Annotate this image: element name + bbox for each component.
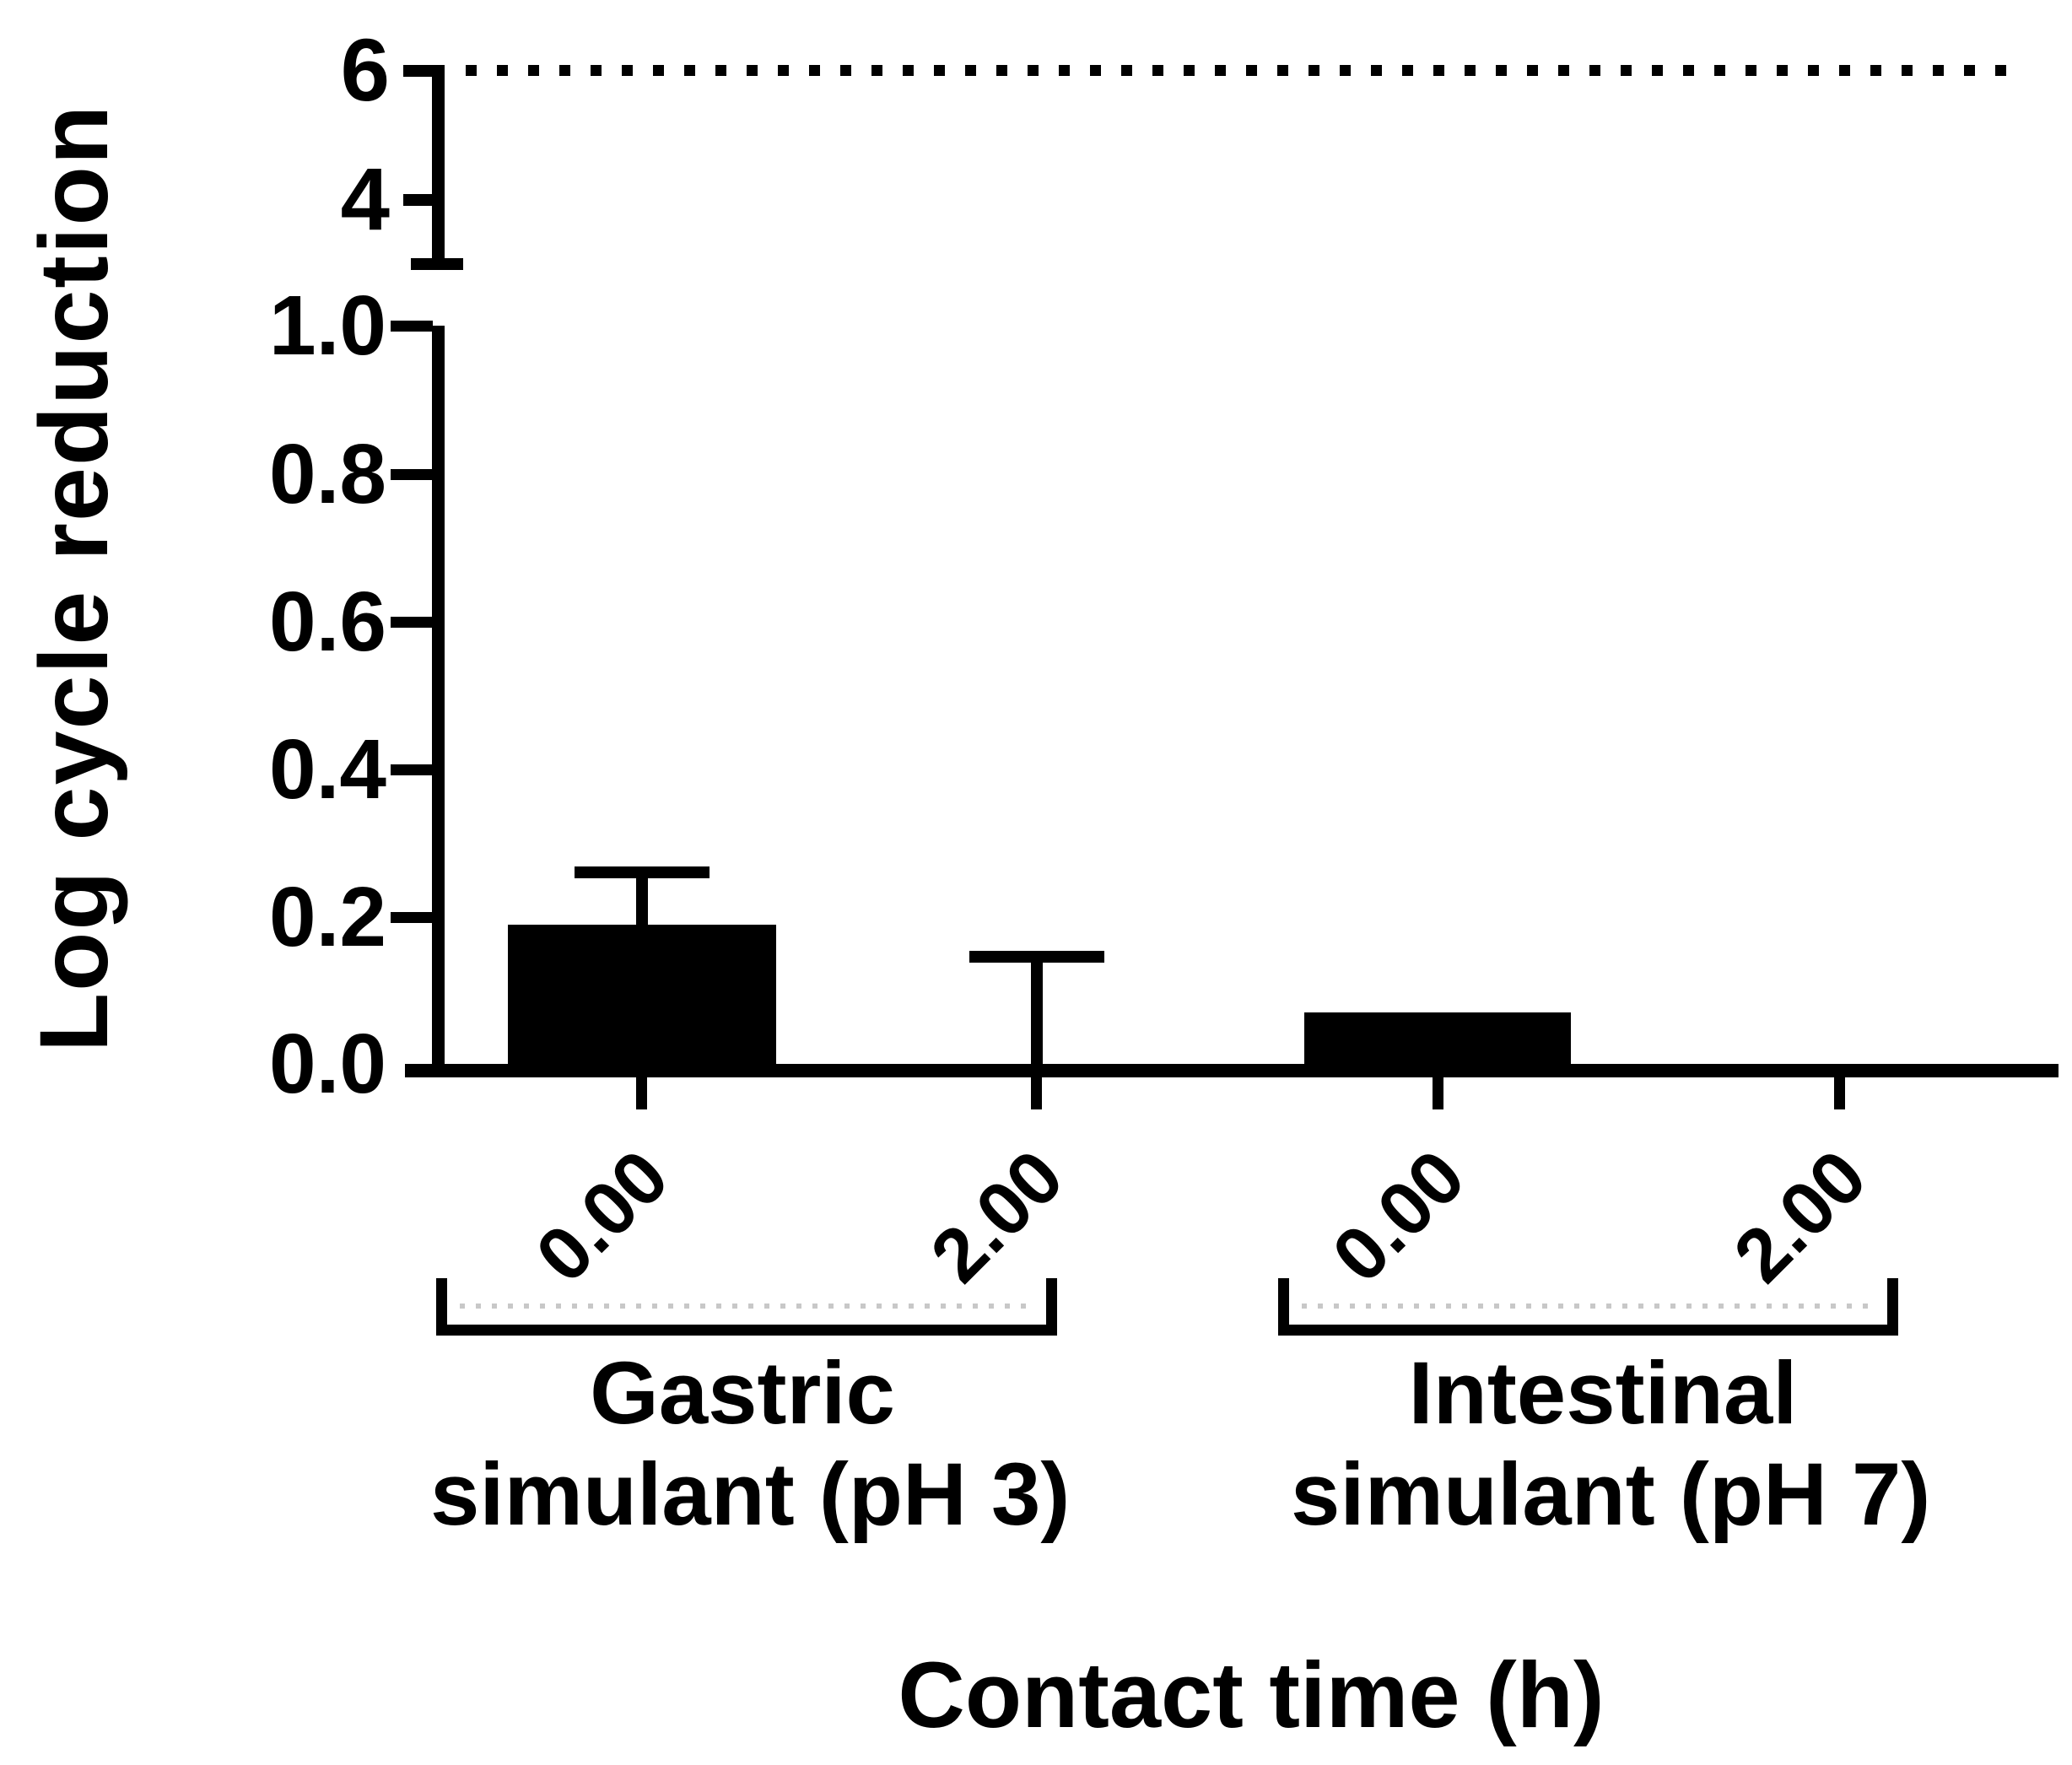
x-tick-intestinal-0h	[1433, 1077, 1443, 1109]
error-bar-gastric-0h-line	[636, 872, 648, 925]
y-axis-tick-label-0.8: 0.8	[268, 427, 386, 521]
x-axis-title: Contact time (h)	[898, 1644, 1605, 1747]
y-axis-tick-0.6	[391, 617, 433, 628]
y-axis-upper-tick-6	[403, 65, 437, 77]
y-axis-tick-label-0.2: 0.2	[268, 870, 386, 964]
group-label-intestinal-line1: Intestinal	[1408, 1344, 1798, 1443]
bracket-gastric	[436, 1325, 1057, 1336]
x-tick-label-intestinal-2h: 2.00	[1718, 1134, 1883, 1299]
bracket-dots-intestinal	[1302, 1304, 1875, 1309]
y-axis-upper-segment	[432, 65, 445, 264]
x-tick-label-gastric-2h: 2.00	[915, 1134, 1080, 1299]
x-tick-label-gastric-0h: 0.00	[520, 1134, 685, 1299]
y-axis-tick-label-1.0: 1.0	[268, 278, 386, 373]
y-axis-tick-0.2	[391, 912, 433, 923]
y-axis-lower-segment	[432, 326, 445, 1077]
x-tick-intestinal-2h	[1834, 1077, 1845, 1109]
bracket-intestinal	[1278, 1325, 1898, 1336]
error-bar-gastric-2h-cap	[969, 951, 1104, 963]
y-axis-tick-0.4	[391, 764, 433, 775]
y-axis-tick-label-0.0: 0.0	[268, 1017, 386, 1111]
y-axis-tick-label-0.4: 0.4	[268, 722, 386, 817]
x-tick-label-intestinal-0h: 0.00	[1316, 1134, 1481, 1299]
bracket-intestinal-right-riser	[1887, 1278, 1898, 1336]
y-axis-upper-tick-label-4: 4	[340, 150, 390, 249]
bracket-gastric-right-riser	[1046, 1278, 1057, 1336]
x-tick-gastric-0h	[636, 1077, 647, 1109]
group-label-gastric-line2: simulant (pH 3)	[430, 1445, 1071, 1544]
y-axis-upper-tick-4	[403, 194, 437, 206]
group-label-gastric-line1: Gastric	[590, 1344, 895, 1443]
bar-gastric-0h	[508, 925, 776, 1064]
x-tick-gastric-2h	[1031, 1077, 1042, 1109]
group-label-intestinal-line2: simulant (pH 7)	[1291, 1445, 1931, 1544]
bracket-dots-gastric	[460, 1304, 1033, 1309]
error-bar-gastric-0h-cap	[575, 866, 710, 878]
error-bar-gastric-2h-line	[1031, 957, 1043, 1064]
y-axis-break-cap	[411, 258, 463, 270]
y-axis-tick-label-0.6: 0.6	[268, 575, 386, 669]
y-axis-upper-tick-label-6: 6	[340, 21, 390, 120]
bar-intestinal-0h	[1304, 1012, 1571, 1064]
y-axis-tick-0.8	[391, 469, 433, 480]
x-axis-baseline	[405, 1064, 2059, 1077]
bracket-intestinal-left-riser	[1278, 1278, 1289, 1336]
y-axis-tick-1.0	[391, 321, 433, 332]
detection-limit-dotted-line	[466, 65, 2026, 76]
bracket-gastric-left-riser	[436, 1278, 447, 1336]
